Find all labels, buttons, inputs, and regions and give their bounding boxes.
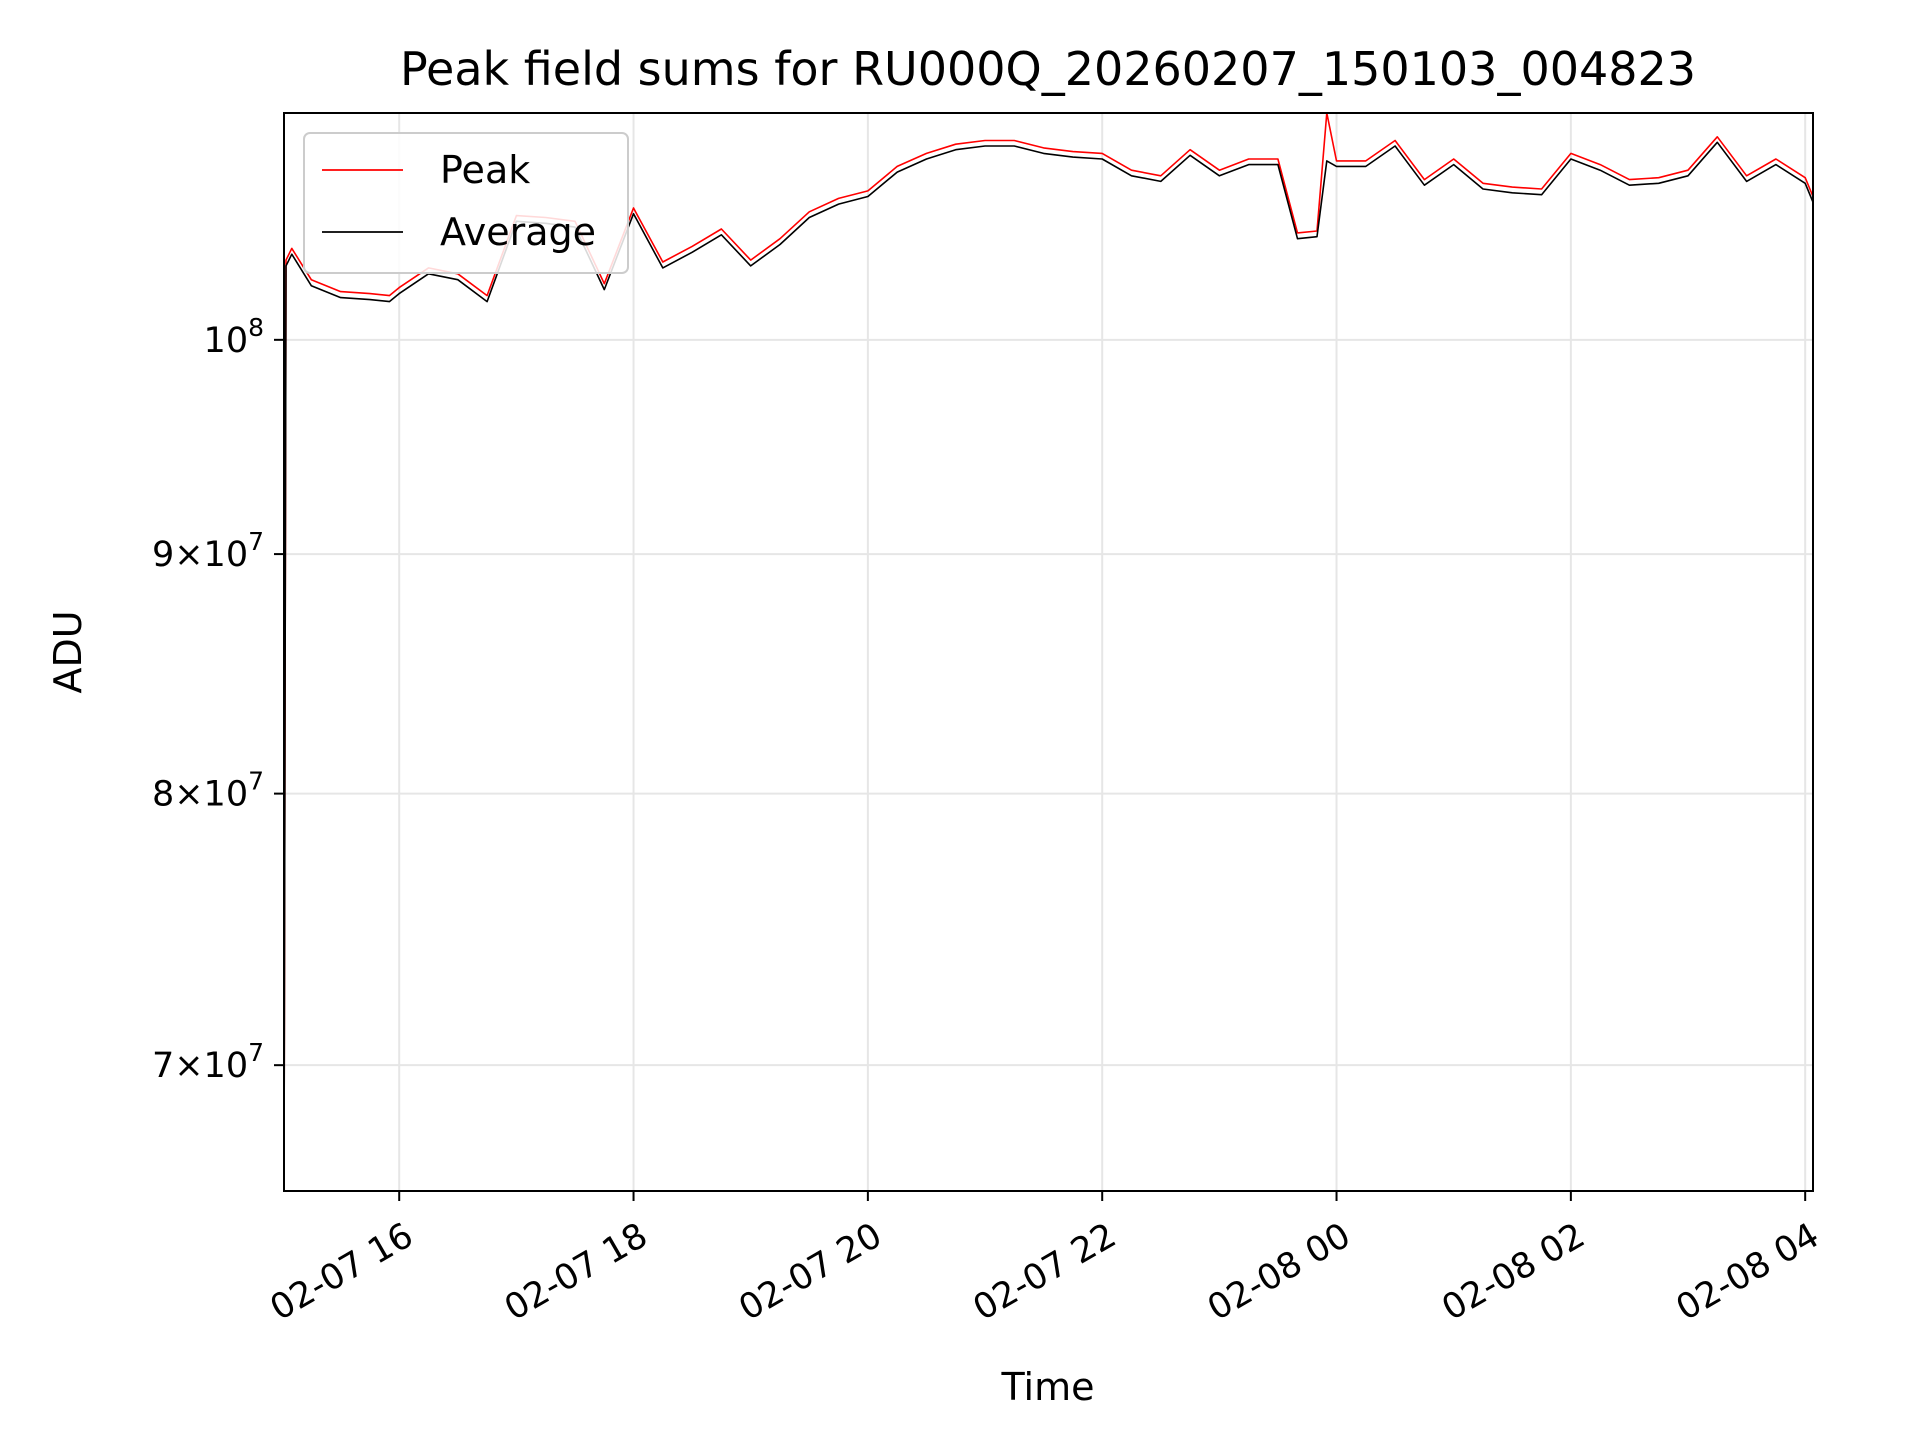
x-axis-label: Time bbox=[1001, 1365, 1095, 1409]
legend-average-label: Average bbox=[440, 210, 596, 254]
series-line-peak bbox=[283, 112, 1814, 1185]
y-tick-label: 7×107 bbox=[152, 1038, 264, 1086]
y-tick-label: 9×107 bbox=[152, 527, 264, 575]
chart-title: Peak field sums for RU000Q_20260207_1501… bbox=[400, 42, 1696, 96]
grid bbox=[284, 113, 1813, 1191]
series-line-average bbox=[283, 141, 1814, 1185]
y-tick-label: 8×107 bbox=[152, 767, 264, 815]
plot-frame bbox=[283, 112, 1814, 1192]
plot-area-background bbox=[284, 113, 1813, 1191]
legend-box bbox=[303, 132, 629, 274]
y-axis-label: ADU bbox=[46, 610, 90, 693]
series-layer bbox=[283, 112, 1814, 1185]
legend-peak-label: Peak bbox=[440, 148, 530, 192]
legend: Peak Average bbox=[303, 132, 629, 274]
